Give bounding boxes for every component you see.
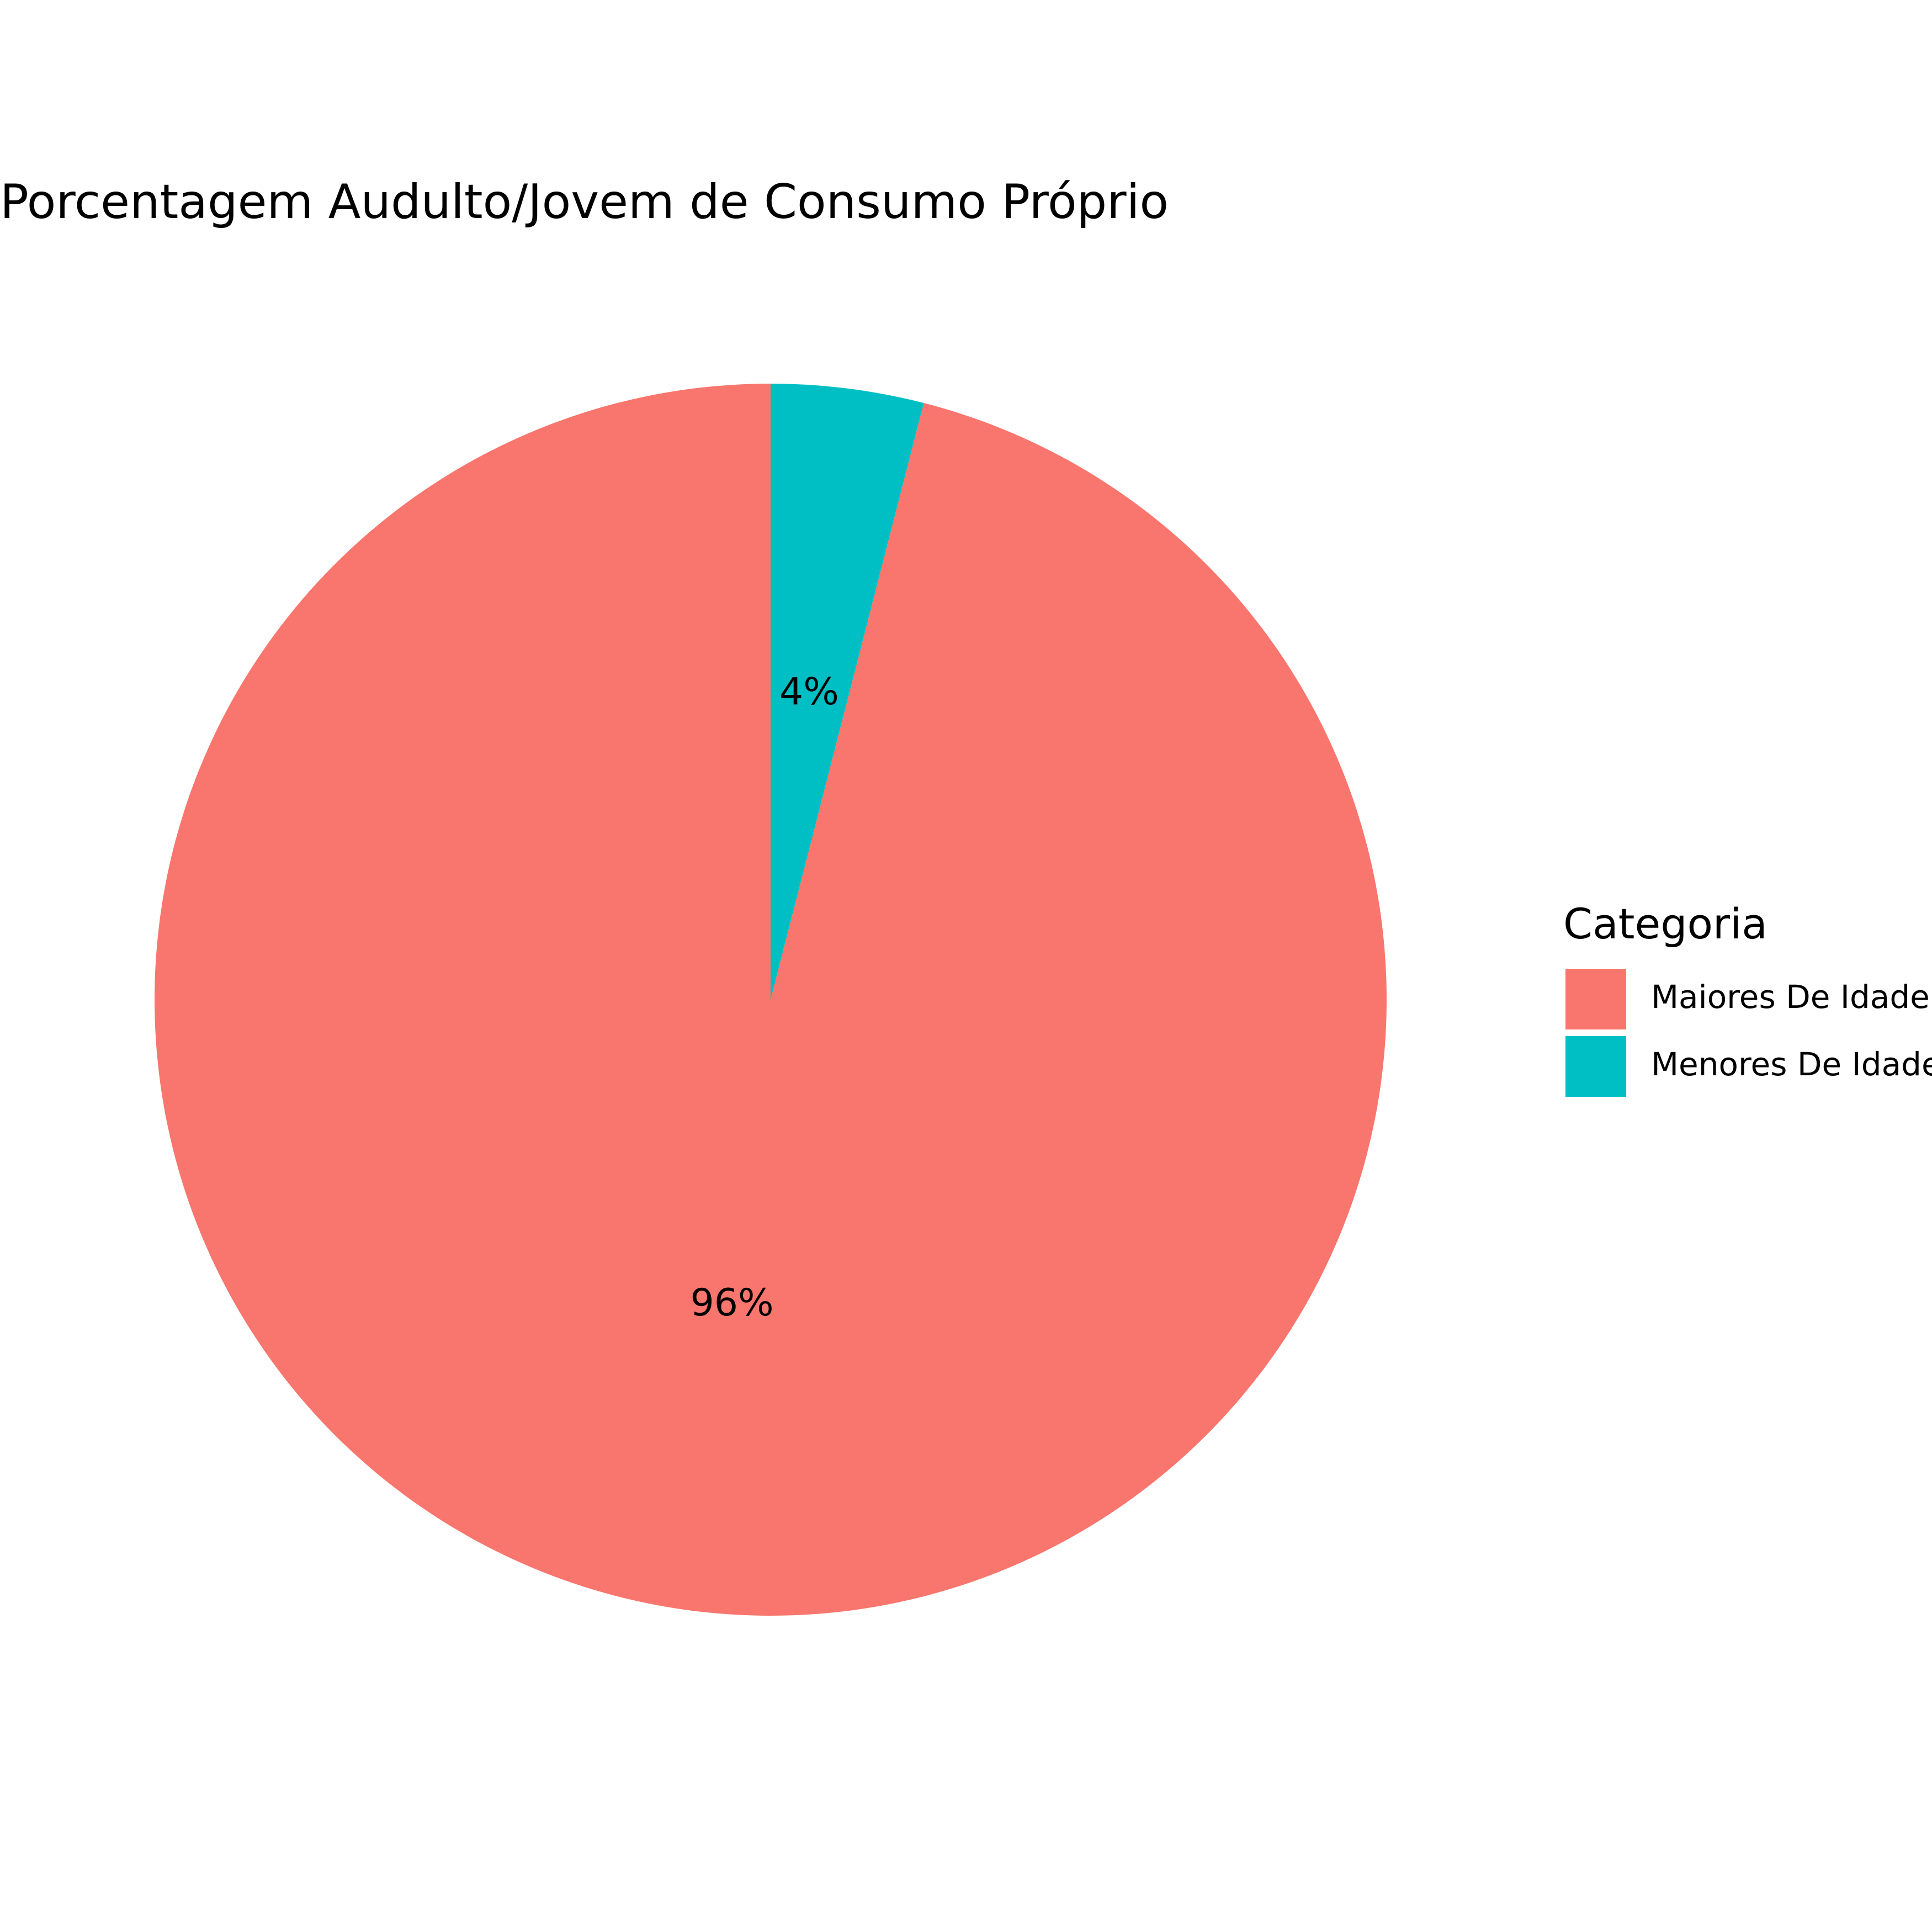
slice-label-menores-de-idade: 4% bbox=[779, 670, 839, 714]
legend-key-menores-de-idade bbox=[1565, 1036, 1626, 1097]
slice-label-maiores-de-idade: 96% bbox=[690, 1281, 773, 1325]
pie-slices bbox=[154, 384, 1387, 1616]
pie-slice-labels: 4% 96% bbox=[690, 670, 838, 1325]
chart-title: Porcentagem Audulto/Jovem de Consumo Pró… bbox=[0, 174, 1169, 230]
legend-title: Categoria bbox=[1563, 899, 1768, 948]
pie-slice-maiores-de-idade bbox=[154, 384, 1387, 1616]
pie-slice-menores-de-idade bbox=[771, 384, 924, 1000]
legend-key-maiores-de-idade bbox=[1565, 969, 1626, 1029]
legend: Categoria Maiores De Idade Menores De Ida… bbox=[1563, 899, 1932, 1097]
legend-label-menores-de-idade: Menores De Idade bbox=[1651, 1045, 1932, 1083]
legend-items: Maiores De Idade Menores De Idade bbox=[1565, 969, 1932, 1097]
legend-label-maiores-de-idade: Maiores De Idade bbox=[1651, 978, 1930, 1016]
